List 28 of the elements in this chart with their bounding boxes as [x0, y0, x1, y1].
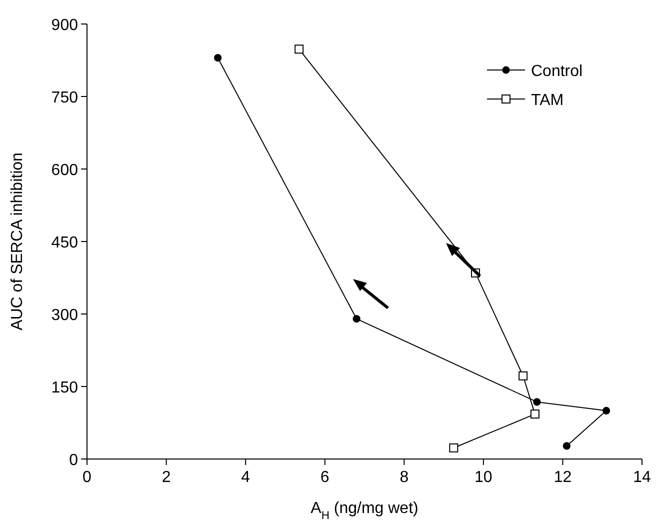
y-tick-label: 750	[51, 90, 78, 106]
legend-label: Control	[531, 63, 583, 80]
point	[294, 44, 304, 54]
x-tick-label: 10	[474, 469, 492, 486]
y-tick-label: 600	[51, 162, 78, 179]
point	[352, 315, 360, 323]
x-tick-label: 0	[82, 469, 92, 486]
x-tick-label: 2	[162, 469, 171, 486]
x-tick-label: 4	[241, 469, 250, 486]
point	[214, 54, 222, 62]
y-tick-label: 150	[51, 380, 78, 396]
y-tick-label: 300	[51, 307, 78, 324]
point	[518, 371, 528, 380]
y-tick-label: 0	[69, 452, 78, 469]
y-axis-title: AUC of SERCA inhibition	[9, 152, 26, 330]
point	[602, 406, 610, 414]
x-tick-label: 12	[554, 469, 572, 486]
x-tick-label: 8	[400, 469, 409, 486]
x-tick-label: 14	[633, 469, 651, 486]
legend-label: TAM	[531, 92, 564, 109]
y-tick-label: 900	[51, 17, 78, 34]
x-axis-title: A$_{H}$ (ng/mg wet)	[310, 500, 418, 520]
y-tick-label: 450	[51, 234, 78, 252]
point	[562, 442, 570, 450]
point	[530, 410, 540, 419]
x-tick-label: 6	[320, 469, 330, 486]
point	[533, 398, 541, 406]
point	[449, 443, 458, 452]
